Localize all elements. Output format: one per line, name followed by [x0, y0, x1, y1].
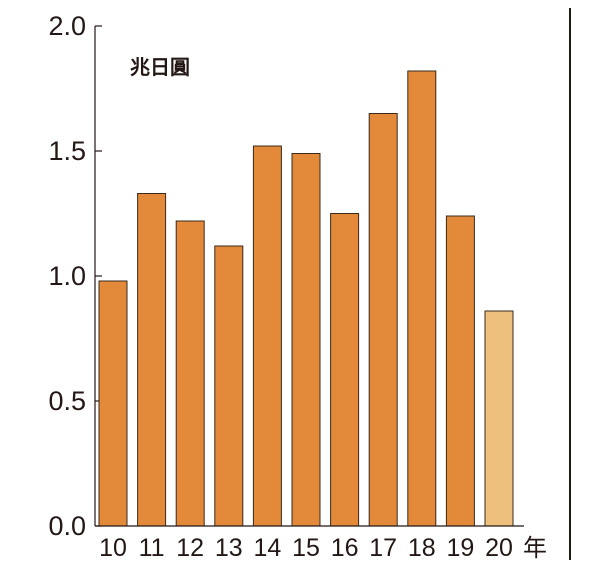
x-tick-label: 19: [446, 534, 474, 562]
bar-14: [252, 145, 282, 527]
bar-11: [137, 193, 167, 527]
y-tick-label: 0.5: [48, 386, 86, 416]
bar-15: [291, 153, 321, 527]
x-tick-label: 16: [331, 534, 359, 562]
bar-16: [330, 213, 360, 527]
x-tick-label: 17: [369, 534, 397, 562]
bar-19: [445, 215, 475, 527]
x-tick-label: 10: [99, 534, 127, 562]
bars: [98, 70, 514, 527]
x-tick-label: 14: [253, 534, 281, 562]
bar-17: [368, 113, 398, 527]
bar-12: [175, 220, 205, 527]
y-axis-ticks: 0.0 0.5 1.0 1.5 2.0: [48, 11, 102, 541]
y-tick-label: 0.0: [48, 511, 86, 541]
x-tick-label: 11: [139, 534, 165, 562]
x-tick-label: 13: [215, 534, 243, 562]
y-unit-label: 兆日圓: [130, 55, 190, 79]
x-tick-label: 15: [292, 534, 320, 562]
bar-13: [214, 245, 244, 527]
y-tick-label: 1.0: [48, 261, 86, 291]
x-tick-label: 20: [485, 534, 513, 562]
bar-18: [407, 70, 437, 527]
x-tick-label: 12: [176, 534, 204, 562]
x-tick-label: 18: [408, 534, 436, 562]
bar-20: [484, 310, 514, 527]
y-tick-label: 2.0: [48, 11, 86, 41]
x-unit-label: 年: [523, 534, 547, 562]
y-tick-label: 1.5: [48, 136, 86, 166]
x-axis-labels: 10 11 12 13 14 15 16 17 18 19 20: [99, 534, 513, 562]
bar-10: [98, 280, 128, 527]
